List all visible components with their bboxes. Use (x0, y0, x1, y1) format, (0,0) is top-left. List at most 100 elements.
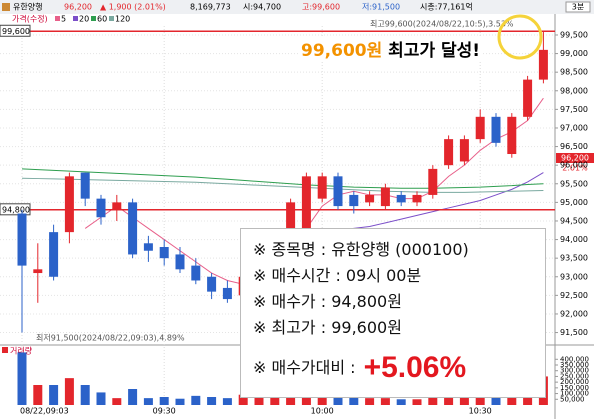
price: 96,200 (64, 3, 92, 12)
volume-bar (380, 398, 390, 405)
volume-bar (207, 397, 217, 405)
volume-icon (2, 347, 8, 353)
y-tick-label: 97,000 (560, 123, 588, 132)
y-tick-label: 99,500 (560, 30, 588, 39)
volume-bar (143, 398, 153, 405)
candle-body (475, 116, 485, 140)
y-tick-label: 94,000 (560, 235, 588, 244)
candle-body (333, 176, 343, 207)
highlight-text: 최고가 달성! (388, 41, 481, 61)
volume-bar (159, 397, 169, 405)
legend-swatch (73, 16, 78, 21)
volume-bar (412, 399, 422, 405)
candle-body (33, 269, 43, 274)
volume-bar (112, 398, 122, 405)
y-tick-label: 50,000 (560, 395, 585, 403)
volume-bar (444, 392, 454, 405)
y-tick-label: 300,000 (560, 367, 589, 375)
volume: 8,169,773 (190, 3, 231, 12)
open: 시:94,700 (243, 3, 281, 12)
legend-swatch (109, 16, 114, 21)
reference-label-box (0, 203, 31, 216)
candle-body (143, 243, 153, 251)
ma-line (21, 168, 544, 189)
legend-label: 20 (79, 15, 89, 24)
info-line: ※ 매수시간 : 09시 00분 (253, 266, 422, 285)
candle-body (428, 168, 438, 195)
x-tick-label: 09:30 (153, 407, 176, 416)
y-tick-label: 150,000 (560, 384, 589, 392)
y-tick-label: 96,000 (560, 161, 588, 170)
candle-body (459, 139, 469, 162)
volume-bar (491, 394, 501, 405)
ma-line (21, 177, 544, 193)
icon (2, 3, 10, 11)
y-tick-label: 98,500 (560, 68, 588, 77)
candle-body (112, 202, 122, 210)
y-tick-label: 100,000 (560, 390, 589, 398)
header-bar (0, 0, 594, 14)
y-tick-label: 98,000 (560, 86, 588, 95)
price-label: 가격(수정) (12, 14, 48, 24)
volume-bar (365, 398, 375, 405)
highlight-amount: 99,600원 (301, 41, 383, 61)
volume-bar (191, 395, 201, 405)
y-tick-label: 91,500 (560, 328, 588, 337)
reference-label: 94,800 (2, 205, 30, 214)
legend-label: 60 (97, 15, 107, 24)
legend-swatch (91, 16, 96, 21)
info-line: ※ 매수가 : 94,800원 (253, 292, 402, 311)
candle-body (17, 213, 27, 266)
volume-bar (175, 398, 185, 405)
cap: 시총:77,161억 (420, 2, 473, 12)
volume-bar (459, 393, 469, 405)
high-note: 최고99,600(2024/08/22,10:5),3.53% (370, 19, 514, 29)
candle-body (412, 194, 422, 203)
candle-body (523, 79, 533, 117)
y-tick-label: 95,500 (560, 179, 588, 188)
volume-bar (49, 385, 59, 405)
candle-body (96, 198, 106, 218)
volume-bar (507, 391, 517, 405)
volume-bar (33, 385, 43, 405)
candle-body (175, 254, 185, 270)
candle-body (444, 139, 454, 166)
info-compare: ※ 매수가대비 : +5.06% (253, 351, 533, 385)
info-line: ※ 종목명 : 유한양행 (000100) (253, 240, 469, 259)
volume-title: 거래량 (10, 346, 33, 356)
interval-box[interactable] (565, 1, 591, 13)
candle-body (191, 265, 201, 281)
high: 고:99,600 (302, 3, 340, 12)
low-note: 최저91,500(2024/08/22,09:03),4.89% (36, 333, 185, 343)
volume-bar (238, 394, 248, 405)
volume-bar (333, 391, 343, 405)
y-tick-label: 99,000 (560, 49, 588, 58)
candle-body (349, 194, 359, 207)
volume-bar (317, 392, 327, 405)
candle-body (491, 116, 501, 143)
y-tick-label: 350,000 (560, 361, 589, 369)
candle-body (286, 202, 296, 229)
y-tick-label: 96,500 (560, 142, 588, 151)
candle-body (64, 176, 74, 233)
highlight: 99,600원 최고가 달성! (298, 36, 484, 61)
volume-bar (128, 389, 138, 405)
low: 저:91,500 (362, 3, 400, 12)
ma-line (84, 97, 544, 285)
compare-value: +5.06% (363, 351, 467, 384)
candle-body (207, 276, 217, 292)
last-price: 96,200 (561, 154, 589, 163)
stock-name: 유한양행 (13, 2, 42, 12)
volume-bar (64, 378, 74, 405)
x-tick-label: 08/22,09:03 (20, 407, 69, 416)
interval[interactable]: 3분 (572, 3, 584, 12)
candle-body (301, 176, 311, 229)
candle-body (538, 49, 548, 80)
reference-label: 99,600 (2, 27, 30, 36)
candle-body (222, 287, 232, 300)
candle-body (49, 232, 59, 277)
volume-bar (428, 394, 438, 405)
candle-body (365, 194, 375, 203)
candle-body (396, 194, 406, 203)
